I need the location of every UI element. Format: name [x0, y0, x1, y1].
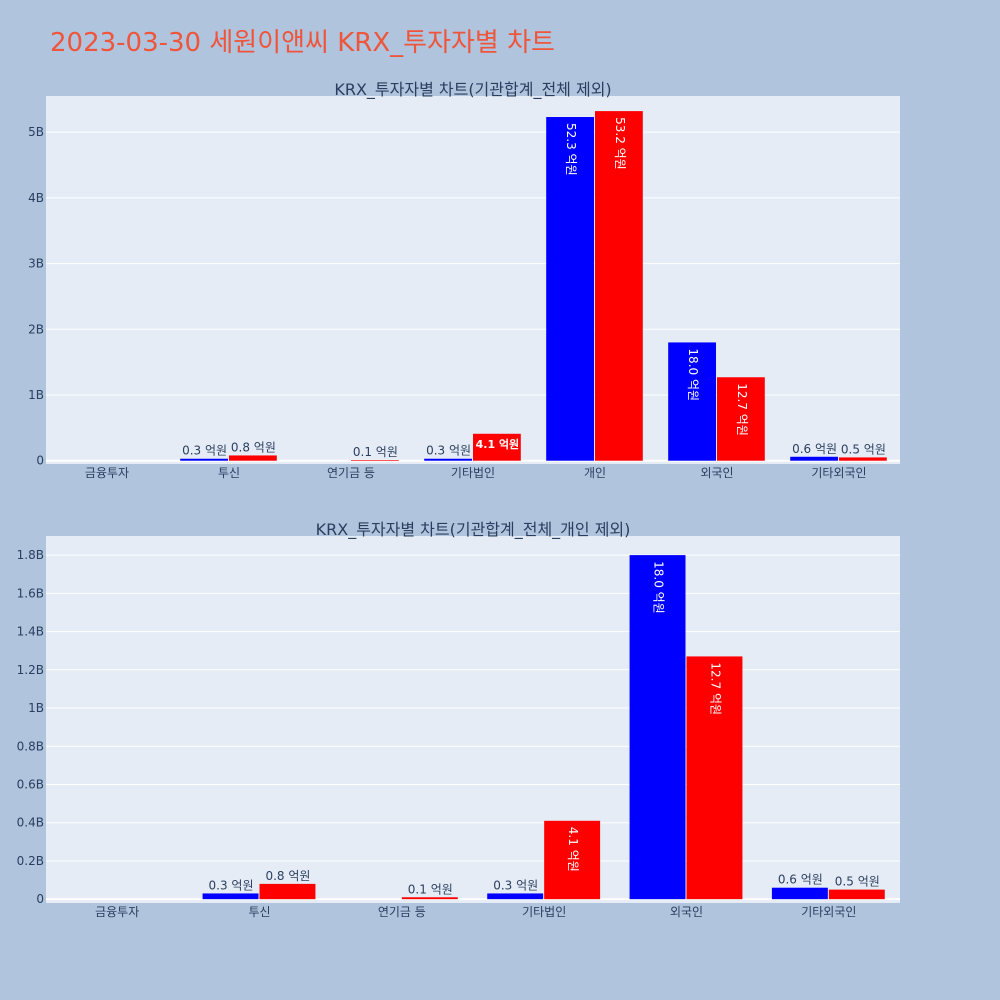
bar-1-0-5	[771, 887, 828, 900]
bar-1-1-4	[686, 656, 743, 900]
bar-0-0-6	[790, 456, 838, 461]
data-label-1-0-3: 0.3 억원	[493, 878, 538, 892]
y-tick-label-1-4: 0.8B	[17, 739, 44, 753]
data-label-0-0-6: 0.6 억원	[792, 442, 837, 456]
bar-0-1-3	[473, 433, 521, 461]
y-tick-label-0-5: 5B	[28, 125, 44, 139]
data-label-0-1-2: 0.1 억원	[353, 445, 398, 459]
page-title: 2023-03-30 세원이앤씨 KRX_투자자별 차트	[50, 28, 555, 58]
plot-area-0	[46, 96, 900, 464]
bar-1-1-5	[828, 889, 885, 900]
y-tick-label-1-3: 0.6B	[17, 777, 44, 791]
chart-title-0: KRX_투자자별 차트(기관합계_전체 제외)	[334, 80, 611, 100]
y-tick-label-0-3: 3B	[28, 257, 44, 271]
x-tick-label-1-4: 외국인	[670, 905, 703, 919]
x-tick-label-1-3: 기타법인	[522, 905, 566, 919]
y-tick-label-1-7: 1.4B	[17, 625, 44, 639]
bar-1-1-3	[544, 820, 601, 900]
data-label-1-1-4: 12.7 억원	[708, 662, 722, 715]
bar-0-0-3	[424, 458, 472, 461]
bar-0-0-1	[180, 458, 228, 461]
x-tick-label-0-1: 투신	[218, 466, 240, 480]
bar-1-1-2	[401, 897, 458, 900]
y-tick-label-1-9: 1.8B	[17, 548, 44, 562]
bar-0-1-1	[229, 455, 277, 461]
y-tick-label-1-0: 0	[36, 892, 44, 906]
y-tick-label-1-6: 1.2B	[17, 663, 44, 677]
data-label-1-0-1: 0.3 억원	[209, 878, 254, 892]
x-tick-label-1-5: 기타외국인	[801, 905, 856, 919]
x-tick-label-1-1: 투신	[248, 905, 270, 919]
bar-0-1-2	[351, 460, 399, 461]
data-label-0-1-3: 4.1 억원	[476, 437, 520, 451]
data-label-1-1-1: 0.8 억원	[265, 869, 310, 883]
data-label-1-1-3: 4.1 억원	[566, 827, 580, 872]
bar-1-0-1	[202, 893, 259, 900]
x-tick-label-1-0: 금융투자	[95, 905, 139, 919]
y-tick-label-1-8: 1.6B	[17, 586, 44, 600]
data-label-1-0-4: 18.0 억원	[652, 561, 666, 614]
bar-1-0-3	[487, 893, 544, 900]
x-tick-label-0-2: 연기금 등	[327, 466, 375, 480]
y-tick-label-0-0: 0	[36, 454, 44, 468]
x-tick-label-0-5: 외국인	[700, 466, 733, 480]
bar-0-1-5	[717, 377, 765, 461]
bar-0-1-6	[839, 457, 887, 461]
y-tick-label-1-5: 1B	[28, 701, 44, 715]
y-tick-label-0-2: 2B	[28, 322, 44, 336]
data-label-0-0-3: 0.3 억원	[426, 444, 471, 458]
bar-0-0-5	[668, 342, 716, 461]
y-tick-label-0-1: 1B	[28, 388, 44, 402]
y-tick-label-0-4: 4B	[28, 191, 44, 205]
data-label-0-0-4: 52.3 억원	[564, 123, 578, 176]
data-label-1-1-5: 0.5 억원	[835, 875, 880, 889]
data-label-1-0-5: 0.6 억원	[778, 873, 823, 887]
y-tick-label-1-2: 0.4B	[17, 816, 44, 830]
data-label-1-1-2: 0.1 억원	[408, 882, 453, 896]
data-label-0-0-1: 0.3 억원	[182, 444, 227, 458]
x-tick-label-0-4: 개인	[584, 466, 606, 480]
data-label-0-0-5: 18.0 억원	[686, 348, 700, 401]
chart-title-1: KRX_투자자별 차트(기관합계_전체_개인 제외)	[316, 520, 631, 540]
x-tick-label-0-6: 기타외국인	[811, 466, 866, 480]
bar-0-0-4	[546, 117, 594, 461]
x-tick-label-0-3: 기타법인	[451, 466, 495, 480]
y-tick-label-1-1: 0.2B	[17, 854, 44, 868]
bar-1-0-4	[629, 555, 686, 900]
data-label-0-1-4: 53.2 억원	[613, 117, 627, 170]
bar-0-1-4	[595, 111, 643, 461]
bar-1-1-1	[259, 883, 316, 900]
data-label-0-1-1: 0.8 억원	[231, 440, 276, 454]
x-tick-label-1-2: 연기금 등	[378, 905, 426, 919]
x-tick-label-0-0: 금융투자	[85, 466, 129, 480]
plot-area-1	[46, 536, 900, 903]
data-label-0-1-6: 0.5 억원	[841, 442, 886, 456]
data-label-0-1-5: 12.7 억원	[735, 383, 749, 436]
